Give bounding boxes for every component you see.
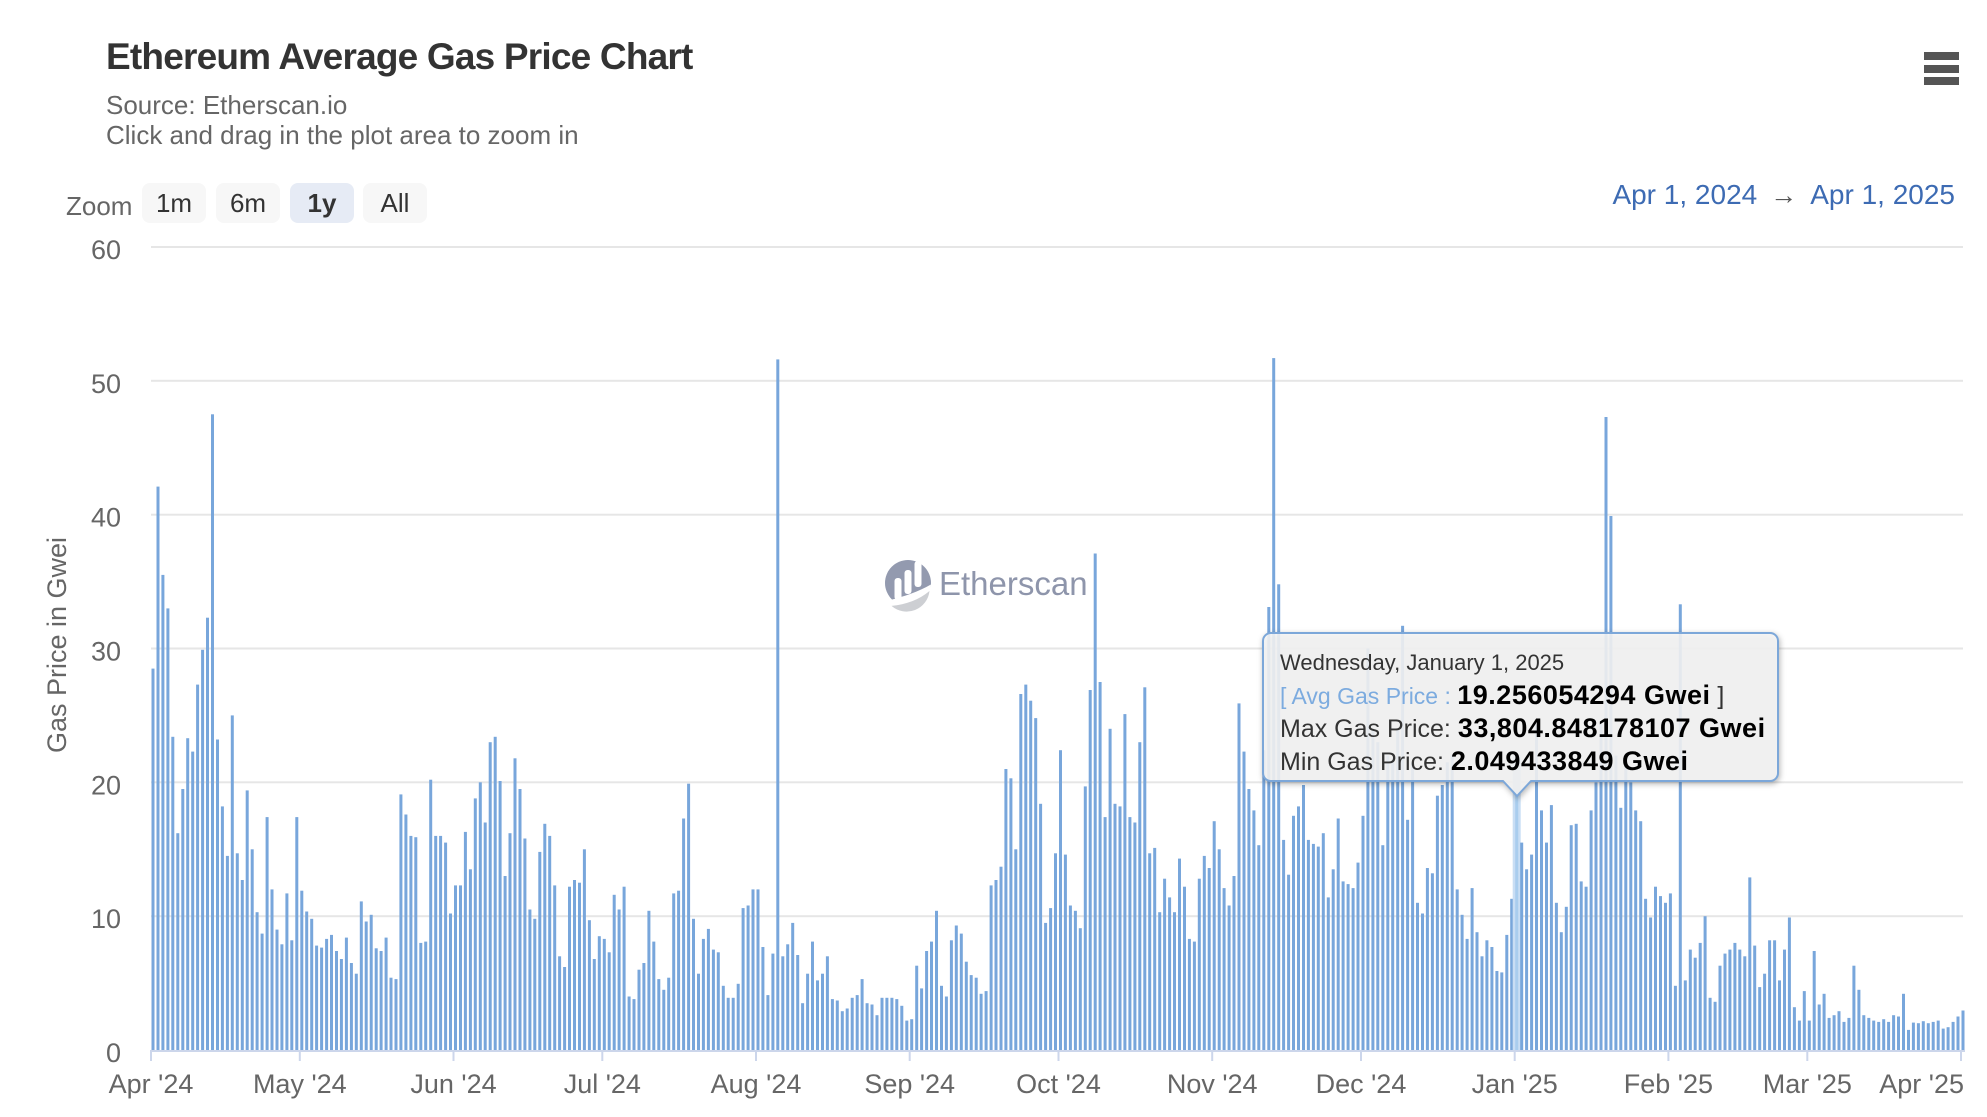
svg-text:Dec '24: Dec '24 — [1316, 1069, 1407, 1099]
svg-text:50: 50 — [91, 369, 121, 399]
svg-text:Feb '25: Feb '25 — [1624, 1069, 1713, 1099]
svg-text:Mar '25: Mar '25 — [1763, 1069, 1852, 1099]
svg-text:60: 60 — [91, 235, 121, 265]
svg-text:Etherscan: Etherscan — [939, 565, 1088, 602]
svg-text:Nov '24: Nov '24 — [1167, 1069, 1258, 1099]
svg-text:0: 0 — [106, 1038, 121, 1068]
svg-text:Apr '25: Apr '25 — [1879, 1069, 1964, 1099]
svg-text:May '24: May '24 — [253, 1069, 347, 1099]
svg-text:Jun '24: Jun '24 — [410, 1069, 496, 1099]
svg-text:Apr '24: Apr '24 — [109, 1069, 194, 1099]
svg-text:Sep '24: Sep '24 — [864, 1069, 955, 1099]
svg-text:10: 10 — [91, 904, 121, 934]
svg-text:30: 30 — [91, 637, 121, 667]
svg-text:Jan '25: Jan '25 — [1472, 1069, 1558, 1099]
svg-text:Jul '24: Jul '24 — [564, 1069, 641, 1099]
svg-text:Oct '24: Oct '24 — [1016, 1069, 1101, 1099]
svg-text:40: 40 — [91, 503, 121, 533]
svg-text:Gas Price in Gwei: Gas Price in Gwei — [42, 537, 72, 753]
svg-text:20: 20 — [91, 770, 121, 800]
svg-text:Aug '24: Aug '24 — [711, 1069, 802, 1099]
